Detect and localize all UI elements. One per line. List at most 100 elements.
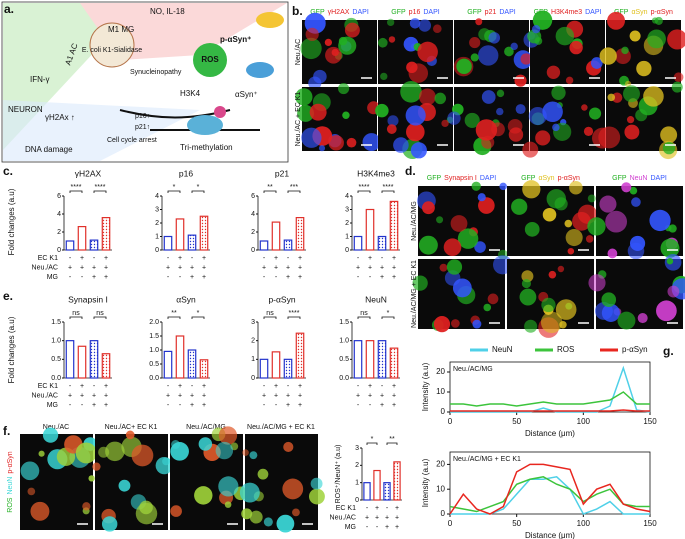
significance-label: * (371, 436, 374, 443)
cell (667, 285, 680, 298)
cell (671, 81, 683, 93)
y-tick-label: 1.0 (339, 338, 349, 345)
condition-sign: + (392, 392, 396, 399)
cell (377, 37, 388, 48)
y-tick-label: 0 (251, 247, 255, 254)
cell (667, 29, 685, 50)
cell (305, 27, 319, 41)
significance-label: * (387, 310, 390, 317)
condition-sign: + (385, 524, 389, 531)
cell (521, 278, 531, 289)
cell (452, 278, 472, 298)
schematic-label: M1 MG (108, 25, 134, 34)
condition-sign: - (263, 274, 266, 281)
y-tick-label: 0.0 (339, 375, 349, 382)
condition-sign: - (93, 255, 96, 262)
sig-bracket (167, 190, 181, 193)
cell (474, 241, 486, 253)
cell (439, 263, 448, 272)
cell (601, 292, 617, 307)
sig-bracket (287, 190, 301, 193)
bar (89, 239, 99, 251)
cell (433, 316, 451, 333)
header-word: DAPI (650, 175, 666, 182)
y-axis-label: ROS⁺/NeuN⁺ (a.u) (335, 445, 342, 504)
micrograph-header: GFP NeuN DAPI (612, 175, 667, 182)
header-word: DAPI (423, 9, 439, 16)
cell (583, 126, 594, 136)
cell (504, 46, 514, 57)
y-tick-label: 1.5 (339, 319, 349, 326)
y-tick-label: 0 (251, 375, 255, 382)
cell (552, 123, 560, 132)
cell (524, 222, 540, 237)
stain-label: ROS NeuN p-αSyn (7, 451, 14, 513)
condition-sign: + (80, 264, 84, 271)
cell (624, 124, 640, 140)
cell (496, 89, 505, 98)
y-tick-label: 2 (251, 338, 255, 345)
x-axis-label: Distance (μm) (525, 531, 575, 539)
condition-sign: + (286, 402, 290, 409)
condition-sign: + (262, 392, 266, 399)
y-tick-label: 2.0 (149, 319, 159, 326)
cell (599, 47, 617, 65)
cell (499, 182, 507, 191)
cell (443, 238, 462, 257)
cell (488, 32, 501, 44)
condition-sign: - (369, 402, 372, 409)
condition-sign: + (274, 255, 278, 262)
cell (432, 24, 442, 34)
condition-sign: + (68, 264, 72, 271)
micrograph-header: GFP γH2AX DAPI (310, 9, 369, 16)
header-word: p-αSyn (558, 175, 580, 182)
significance-label: * (197, 310, 200, 317)
y-tick-label: 0.0 (149, 375, 159, 382)
cell (75, 442, 97, 464)
micrograph-header: Neu./AC (43, 424, 69, 431)
condition-label: Neu./AC (32, 392, 58, 399)
condition-sign: + (375, 514, 379, 521)
micrograph-header: GFP Synapsin I DAPI (427, 175, 496, 182)
significance-label: ** (389, 436, 395, 443)
schematic-label: γH2Ax ↑ (45, 113, 75, 122)
asyn-aggregate (246, 62, 274, 78)
header-word: H3K4me3 (551, 9, 582, 16)
bar (365, 208, 375, 251)
condition-sign: - (167, 255, 170, 262)
cell (542, 207, 557, 222)
y-tick-label: 0 (57, 247, 61, 254)
significance-label: **** (71, 184, 82, 191)
condition-sign: + (92, 392, 96, 399)
cell (487, 293, 499, 305)
cell (647, 29, 666, 49)
bar (283, 239, 293, 251)
cell (406, 122, 425, 142)
stain-word: ROS (7, 497, 14, 513)
bar (363, 482, 371, 501)
legend-label: p-αSyn (622, 345, 648, 354)
condition-sign: + (380, 392, 384, 399)
cell (662, 141, 676, 155)
condition-sign: + (392, 255, 396, 262)
y-tick-label: 1.5 (51, 319, 61, 326)
cell (621, 46, 629, 55)
bar (259, 358, 269, 379)
condition-sign: - (69, 274, 72, 281)
condition-sign: + (375, 505, 379, 512)
cell (532, 10, 553, 30)
bar (175, 335, 185, 379)
condition-sign: + (104, 383, 108, 390)
significance-label: ns (72, 310, 80, 317)
condition-sign: + (286, 274, 290, 281)
condition-sign: - (69, 383, 72, 390)
cell (170, 505, 182, 517)
cell (631, 197, 641, 207)
bar (271, 221, 281, 251)
micrograph-header: GFP p16 DAPI (391, 9, 439, 16)
condition-sign: - (263, 402, 266, 409)
bar (353, 340, 363, 379)
condition-label: EC K1 (336, 505, 356, 512)
cell (581, 104, 588, 111)
cell (198, 437, 213, 451)
